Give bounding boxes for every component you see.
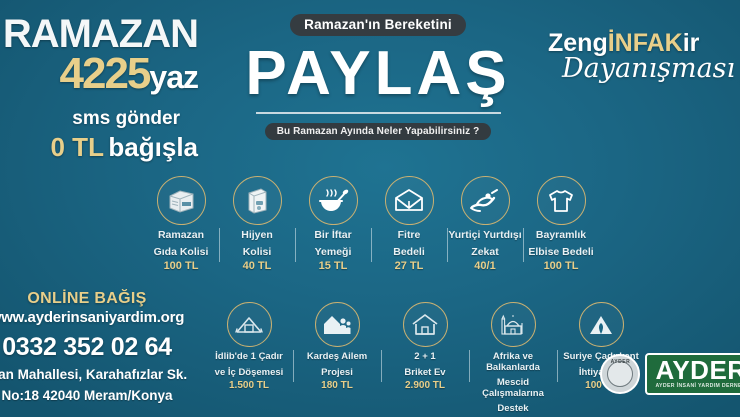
donation-item-label-1: Ramazan: [157, 229, 205, 241]
item-divider: [557, 350, 558, 382]
address-line-2: No:18 42040 Meram/Konya: [1, 388, 173, 403]
sms-yaz-label: yaz: [149, 59, 199, 95]
item-divider: [293, 350, 294, 382]
donation-item[interactable]: 2 + 1 Briket Ev 2.900 TL: [381, 302, 470, 391]
sms-shortcode: 4225: [59, 49, 152, 98]
donation-item-price: 40 TL: [242, 260, 272, 272]
donation-item-label-1: Yurtiçi Yurtdışı: [448, 229, 522, 241]
tshirt-icon: [536, 176, 586, 225]
website-link[interactable]: www.ayderinsaniyardim.org: [0, 309, 185, 326]
donation-item-label-3: Destek: [497, 403, 529, 414]
title-divider: [255, 112, 501, 114]
mosque-icon: [490, 302, 536, 347]
donation-item[interactable]: Yurtiçi Yurtdışı Zekat 40/1: [447, 176, 524, 272]
headline-block: Ramazan'ın Bereketini PAYLAŞ Bu Ramazan …: [228, 14, 528, 140]
donation-item-label-2: Elbise Bedeli: [528, 245, 594, 258]
donation-item[interactable]: Ramazan Gıda Kolisi 100 TL: [143, 176, 220, 272]
address-line-1: ...an Mahallesi, Karahafızlar Sk.: [0, 367, 188, 382]
donation-item-label-1: Kardeş Ailem: [306, 351, 368, 362]
donation-item-price: 180 TL: [321, 380, 353, 391]
donation-item[interactable]: Bir İftar Yemeği 15 TL: [295, 176, 372, 272]
ayder-logo[interactable]: AYDER AYDER AYDER İNSANİ YARDIM DERNEĞİ: [600, 353, 740, 395]
brand-wordmark: ZengİNFAKir: [548, 30, 740, 56]
donation-item-price: 27 TL: [394, 260, 424, 272]
donation-item[interactable]: Afrika ve Balkanlarda Mescid Çalışmaları…: [469, 302, 558, 417]
donation-item-label-2: Zekat: [471, 245, 499, 258]
hygiene-box-icon: [232, 176, 282, 225]
brand-word-part2: İNFAK: [607, 29, 683, 57]
donation-item[interactable]: Fitre Bedeli 27 TL: [371, 176, 448, 272]
ayder-seal-icon: AYDER: [600, 354, 641, 394]
donation-item-price: 40/1: [474, 260, 496, 272]
donation-item-price: 100 TL: [163, 260, 199, 272]
donation-item-label-2: Gıda Kolisi: [153, 245, 209, 258]
family-house-icon: [314, 302, 360, 347]
item-divider: [219, 228, 220, 262]
page-title: PAYLAŞ: [245, 39, 511, 108]
ayder-wordmark: AYDER: [655, 355, 740, 385]
donation-item-label-1: Afrika ve Balkanlarda: [486, 351, 540, 373]
item-divider: [295, 228, 296, 262]
brand-script-line: Dayanışması: [562, 53, 736, 84]
donation-item[interactable]: Bayramlık Elbise Bedeli 100 TL: [523, 176, 599, 272]
donation-item-label-1: Hijyen: [241, 229, 273, 241]
sms-code-row: 4225yaz: [0, 49, 199, 106]
item-divider: [381, 350, 382, 382]
headline-eyebrow: Ramazan'ın Bereketini: [290, 14, 466, 36]
donation-item[interactable]: Kardeş Ailem Projesi 180 TL: [293, 302, 382, 391]
donation-item-label-2: Yemeği: [314, 245, 352, 258]
seal-top-text: AYDER: [610, 359, 631, 365]
soup-bowl-icon: [308, 176, 358, 225]
donation-item[interactable]: İdlib'de 1 Çadır ve İç Döşemesi 1.500 TL: [205, 302, 294, 391]
donation-item-label-2: ve İç Döşemesi: [214, 366, 284, 378]
sms-send-label: sms gönder: [72, 108, 180, 129]
donation-item-price: 15 TL: [318, 260, 348, 272]
sms-donation-panel: RAMAZAN 4225yaz sms gönder 0 TL bağışla: [0, 12, 199, 167]
donation-item-label-1: Bir İftar: [314, 229, 352, 241]
house-icon: [402, 302, 448, 347]
sms-amount: 0 TL: [50, 132, 104, 162]
brand-word-part3: ir: [682, 29, 700, 57]
donation-options-row-top: Ramazan Gıda Kolisi 100 TL Hijyen Kolisi…: [143, 176, 740, 272]
donation-item-price: 100 TL: [543, 260, 579, 272]
ayder-tagline: AYDER İNSANİ YARDIM DERNEĞİ: [655, 383, 740, 389]
donation-item-label-1: Suriye Çadırkent: [563, 351, 639, 362]
donation-item-label-2: Projesi: [321, 366, 353, 378]
sms-brand-word: RAMAZAN: [2, 12, 199, 56]
donation-item-label-1: Bayramlık: [535, 229, 587, 241]
donation-item-label-2: Kolisi: [242, 245, 272, 258]
online-donation-label: ONLİNE BAĞIŞ: [27, 290, 147, 307]
donation-item-label-1: 2 + 1: [414, 351, 436, 362]
donation-item-label-2: Briket Ev: [404, 366, 446, 378]
donation-item-label-2: Mescid Çalışmalarına: [482, 377, 544, 399]
envelope-icon: [384, 176, 434, 225]
tent-home-icon: [226, 302, 272, 347]
phone-number[interactable]: 0332 352 02 64: [2, 333, 172, 361]
brand-word-part1: Zeng: [548, 29, 608, 57]
item-divider: [371, 228, 372, 262]
brand-lockup: ZengİNFAKir Dayanışması: [548, 30, 740, 84]
donation-item-label-1: İdlib'de 1 Çadır: [215, 351, 283, 362]
contact-block: ONLİNE BAĞIŞ www.ayderinsaniyardim.org 0…: [0, 290, 202, 404]
donation-options-row-bottom: İdlib'de 1 Çadır ve İç Döşemesi 1.500 TL…: [205, 302, 740, 417]
donation-item-label-1: Fitre: [397, 229, 421, 241]
sms-donate-label: bağışla: [108, 132, 198, 162]
food-box-icon: [156, 176, 206, 225]
item-divider: [523, 228, 524, 262]
item-divider: [469, 350, 470, 382]
seal-inner: [607, 361, 634, 387]
donation-item-price: 2.900 TL: [404, 380, 446, 391]
donation-item[interactable]: Hijyen Kolisi 40 TL: [219, 176, 296, 272]
headline-subtitle: Bu Ramazan Ayında Neler Yapabilirsiniz ?: [264, 123, 492, 140]
item-divider: [447, 228, 448, 262]
donation-item-label-2: Bedeli: [393, 245, 425, 258]
ayder-wordmark-box: AYDER AYDER İNSANİ YARDIM DERNEĞİ: [645, 353, 740, 395]
sms-amount-row: 0 TL bağışla: [0, 132, 199, 167]
tent-icon: [578, 302, 624, 347]
charity-hands-icon: [460, 176, 510, 225]
donation-item-price: 1.500 TL: [228, 380, 270, 391]
donation-item-price: 100 TL: [585, 380, 617, 391]
